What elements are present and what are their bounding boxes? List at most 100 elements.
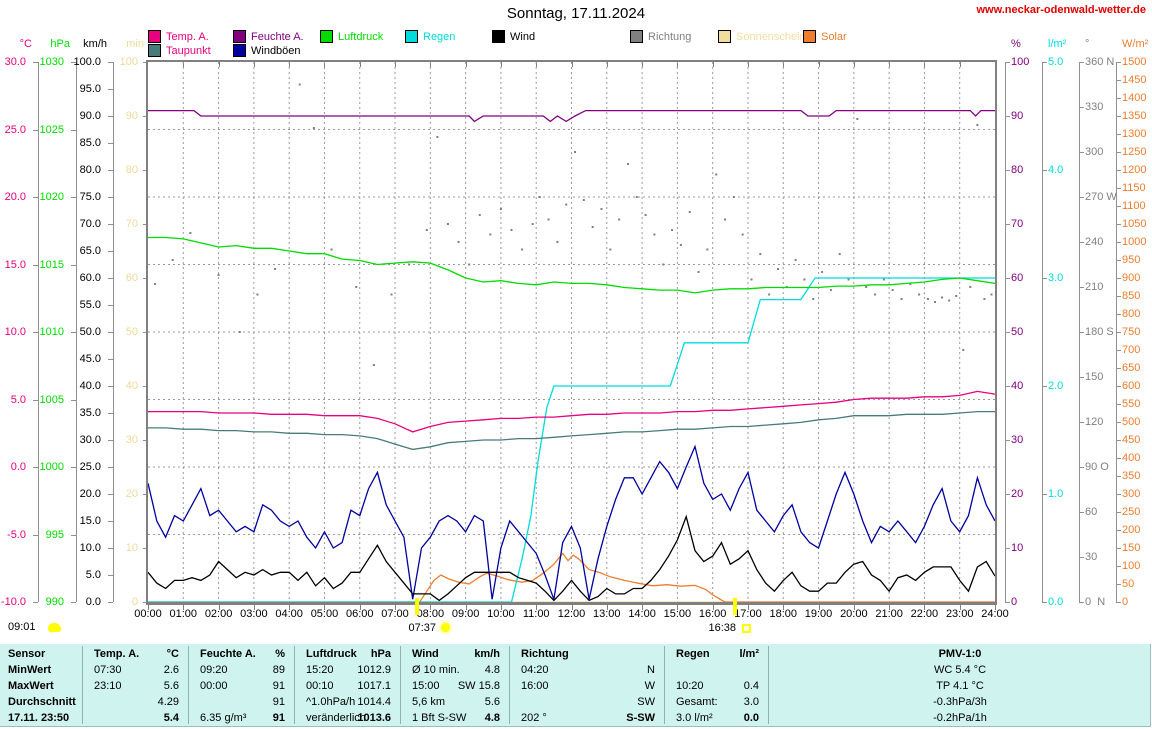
axis-tick-mark bbox=[71, 467, 76, 468]
axis-tick-mark bbox=[1005, 116, 1010, 117]
x-tick-label: 24:00 bbox=[981, 608, 1009, 620]
table-cell: Feuchte A.% bbox=[188, 646, 294, 662]
axis-tick-mark bbox=[143, 224, 148, 225]
x-tick-mark bbox=[747, 605, 749, 610]
x-tick-mark bbox=[500, 605, 502, 610]
x-tick-mark bbox=[606, 62, 608, 67]
axis-tick-mark bbox=[1042, 62, 1047, 63]
table-value: 0.0 bbox=[743, 712, 759, 724]
table-value: 1017.1 bbox=[357, 680, 391, 692]
y-tick-label: 1250 bbox=[1122, 146, 1147, 158]
x-tick-mark bbox=[783, 605, 785, 610]
y-tick-label: 95.0 bbox=[79, 83, 101, 95]
direction-dot bbox=[856, 118, 859, 120]
y-tick-label: 80.0 bbox=[79, 164, 101, 176]
table-value-label: Ø 10 min. bbox=[412, 664, 460, 676]
table-cell: WC 5.4 °C bbox=[768, 662, 1152, 678]
axis-tick-mark bbox=[1005, 440, 1010, 441]
table-row-label: Sensor bbox=[8, 648, 46, 660]
table-col-unit: hPa bbox=[370, 648, 391, 660]
legend-swatch-humidity-icon bbox=[233, 30, 246, 43]
axis-tick-mark bbox=[1116, 512, 1121, 513]
axis-tick-mark bbox=[1079, 377, 1084, 378]
table-divider bbox=[400, 646, 401, 724]
y-tick-label: 4.0 bbox=[1048, 164, 1064, 176]
axis-tick-mark bbox=[71, 534, 76, 536]
direction-dot bbox=[829, 289, 832, 291]
chart-canvas bbox=[147, 62, 996, 603]
axis-tick-mark bbox=[1116, 494, 1121, 495]
y-tick-label: 180 S bbox=[1085, 326, 1114, 338]
x-tick-label: 08:00 bbox=[416, 608, 445, 620]
x-tick-mark bbox=[500, 62, 502, 67]
y-tick-label: 10 bbox=[1011, 542, 1024, 554]
axis-unit-km/h: km/h bbox=[83, 38, 107, 50]
x-tick-label: 11:00 bbox=[522, 608, 550, 620]
axis-tick-mark bbox=[1005, 170, 1010, 171]
axis-tick-mark bbox=[108, 359, 113, 360]
direction-dot bbox=[724, 218, 727, 221]
table-row: Durchschnitt bbox=[0, 694, 82, 710]
table-value: 4.29 bbox=[157, 696, 179, 708]
table-value: W bbox=[644, 680, 655, 692]
table-row: MinWert bbox=[0, 662, 82, 678]
website-link[interactable]: www.neckar-odenwald-wetter.de bbox=[976, 4, 1146, 16]
x-tick-label: 10:00 bbox=[487, 608, 515, 620]
axis-tick-mark bbox=[1005, 278, 1010, 279]
y-tick-label: 400 bbox=[1122, 452, 1141, 464]
table-cell: 5,6 km 5.6 bbox=[400, 694, 509, 710]
table-divider bbox=[188, 646, 189, 724]
axis-tick-mark bbox=[1116, 314, 1121, 315]
axis-tick-mark bbox=[108, 548, 113, 549]
axis-tick-mark bbox=[1116, 332, 1121, 333]
table-value-label: 6.35 g/m³ bbox=[200, 712, 247, 724]
x-tick-label: 19:00 bbox=[804, 608, 833, 620]
x-tick-label: 12:00 bbox=[557, 608, 586, 620]
y-tick-label: 850 bbox=[1122, 290, 1141, 302]
axis-tick-mark bbox=[108, 224, 113, 225]
x-tick-mark bbox=[642, 62, 644, 67]
axis-tick-mark bbox=[1042, 494, 1047, 495]
x-tick-mark bbox=[889, 605, 891, 610]
axis-tick-mark bbox=[1116, 584, 1121, 585]
direction-dot bbox=[591, 226, 594, 228]
table-value: S-SW bbox=[626, 712, 655, 724]
y-tick-label: 30.0 bbox=[79, 434, 101, 446]
table-value: 1012.9 bbox=[357, 664, 391, 676]
axis-tick-mark bbox=[143, 602, 148, 603]
x-tick-label: 18:00 bbox=[769, 608, 798, 620]
axis-tick-mark bbox=[108, 386, 113, 387]
legend-label-sunshine: Sonnenschein bbox=[736, 30, 806, 43]
y-tick-label: 360 N bbox=[1085, 56, 1115, 68]
table-divider bbox=[509, 646, 510, 724]
y-tick-label: 25.0 bbox=[4, 123, 26, 136]
table-divider bbox=[294, 646, 295, 724]
x-tick-mark bbox=[924, 62, 926, 67]
axis-tick-mark bbox=[1116, 116, 1121, 117]
axis-tick-mark bbox=[33, 467, 38, 468]
statistics-table: Sensor Temp. A. °C Feuchte A.% Luftdruck hPa W… bbox=[0, 644, 1151, 727]
direction-dot bbox=[436, 136, 439, 138]
axis-tick-mark bbox=[1079, 152, 1084, 153]
x-tick-label: 14:00 bbox=[628, 608, 656, 620]
table-row: Sensor bbox=[0, 646, 82, 662]
y-tick-label: 65.0 bbox=[79, 245, 101, 257]
x-tick-mark bbox=[642, 605, 644, 610]
y-tick-label: 85.0 bbox=[79, 137, 101, 149]
direction-dot bbox=[574, 151, 577, 153]
y-tick-label: 210 bbox=[1085, 281, 1104, 293]
direction-dot bbox=[556, 241, 559, 243]
y-tick-label: 25.0 bbox=[79, 461, 101, 473]
axis-tick-mark bbox=[1005, 386, 1010, 387]
table-value-label: 09:20 bbox=[200, 664, 228, 676]
x-tick-mark bbox=[818, 605, 820, 610]
direction-dot bbox=[934, 301, 937, 303]
axis-tick-mark bbox=[108, 251, 113, 252]
y-tick-label: 15.0 bbox=[79, 515, 101, 527]
y-tick-label: 1010 bbox=[39, 326, 64, 338]
table-col-header: Wind bbox=[412, 648, 439, 660]
legend-item-pressure: Luftdruck bbox=[320, 30, 383, 43]
axis-tick-mark bbox=[143, 386, 148, 387]
x-tick-mark bbox=[430, 605, 432, 610]
table-value: 5.6 bbox=[484, 696, 500, 708]
